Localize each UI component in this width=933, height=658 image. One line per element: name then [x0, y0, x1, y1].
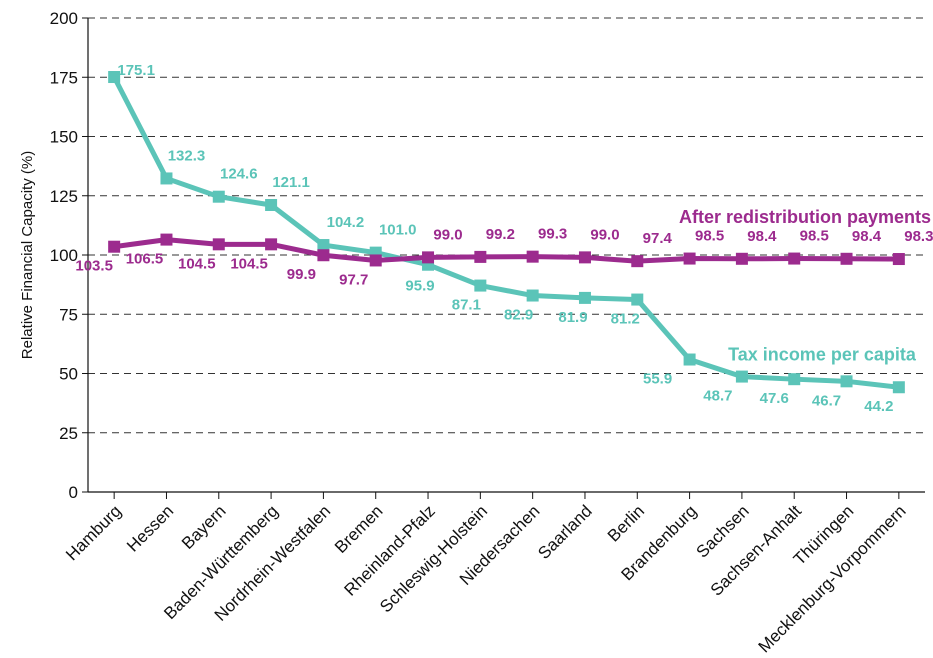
data-label: 175.1	[117, 62, 155, 79]
data-point	[108, 240, 121, 253]
data-label: 106.5	[126, 251, 164, 268]
series-label-after-redistribution: After redistribution payments	[679, 207, 931, 227]
data-label: 87.1	[452, 297, 481, 314]
series-line-1	[113, 237, 899, 264]
data-point	[108, 71, 121, 84]
data-label: 103.5	[75, 258, 113, 275]
data-label: 82.9	[504, 307, 533, 324]
data-label: 121.1	[272, 174, 310, 191]
data-label: 98.3	[904, 228, 933, 245]
data-label: 98.4	[852, 228, 882, 245]
x-tick-label: Saarland	[534, 501, 596, 563]
data-label: 101.0	[379, 222, 417, 239]
data-point	[840, 375, 853, 388]
data-label: 104.5	[178, 255, 216, 272]
data-label: 124.6	[220, 166, 258, 183]
data-label: 95.9	[405, 278, 434, 295]
data-point	[578, 251, 591, 264]
data-label: 98.5	[800, 228, 829, 245]
y-tick-label: 150	[50, 128, 78, 147]
y-tick-label: 50	[59, 365, 78, 384]
data-label: 132.3	[168, 147, 206, 164]
y-axis-label: Relative Financial Capacity (%)	[19, 151, 36, 359]
data-point	[212, 190, 225, 203]
data-label: 99.2	[486, 226, 515, 243]
data-point	[631, 255, 644, 268]
data-point	[160, 172, 173, 185]
data-label: 81.2	[611, 311, 640, 328]
series-label-tax-income: Tax income per capita	[728, 344, 917, 364]
data-label: 98.5	[695, 228, 724, 245]
data-label: 99.9	[287, 266, 316, 283]
data-point	[631, 293, 644, 306]
data-point	[735, 370, 748, 383]
data-point	[526, 289, 539, 302]
x-tick-label: Berlin	[604, 501, 648, 545]
series-layer	[108, 71, 905, 394]
data-point	[683, 353, 696, 366]
data-point	[788, 373, 801, 386]
x-tick-label: Hessen	[123, 501, 177, 555]
series-line-0	[111, 75, 900, 390]
data-label: 99.0	[590, 226, 619, 243]
data-point	[317, 249, 330, 262]
data-point	[892, 381, 905, 394]
y-tick-label: 200	[50, 9, 78, 28]
x-tick-label: Rheinland-Pfalz	[341, 501, 439, 599]
y-tick-label: 100	[50, 246, 78, 265]
data-label: 81.9	[558, 309, 587, 326]
data-point	[683, 252, 696, 265]
grid-layer	[88, 17, 925, 434]
y-tick-label: 125	[50, 187, 78, 206]
y-tick-label: 75	[59, 305, 78, 324]
data-point	[422, 251, 435, 264]
x-tick-label: Sachsen-Anhalt	[707, 501, 805, 599]
data-label: 104.5	[230, 255, 268, 272]
data-point	[369, 254, 382, 267]
data-point	[735, 252, 748, 265]
data-point	[526, 250, 539, 263]
y-tick-label: 175	[50, 68, 78, 87]
y-tick-label: 0	[69, 483, 78, 502]
data-label: 55.9	[643, 371, 672, 388]
data-label: 47.6	[760, 390, 789, 407]
data-label: 104.2	[327, 214, 365, 231]
data-label: 44.2	[864, 398, 893, 415]
data-label: 48.7	[703, 388, 732, 405]
data-label: 97.7	[339, 271, 368, 288]
data-label: 99.0	[433, 226, 462, 243]
data-point	[788, 252, 801, 265]
data-label: 46.7	[812, 392, 841, 409]
data-point	[265, 198, 278, 211]
x-tick-label: Hamburg	[62, 501, 125, 564]
data-point	[212, 238, 225, 251]
data-point	[892, 253, 905, 266]
data-label: 98.4	[747, 228, 777, 245]
data-point	[474, 279, 487, 292]
data-point	[474, 250, 487, 263]
data-point	[265, 238, 278, 251]
data-point	[317, 239, 330, 252]
x-tick-label: Bayern	[178, 501, 230, 553]
data-label: 99.3	[538, 226, 567, 243]
data-point	[578, 291, 591, 304]
data-label: 97.4	[643, 230, 673, 247]
y-tick-label: 25	[59, 424, 78, 443]
data-label-layer: 175.1 132.3 124.6 121.1 104.2 101.0 95.9 87.1 82…	[75, 62, 933, 415]
data-point	[840, 252, 853, 265]
data-point	[160, 233, 173, 246]
